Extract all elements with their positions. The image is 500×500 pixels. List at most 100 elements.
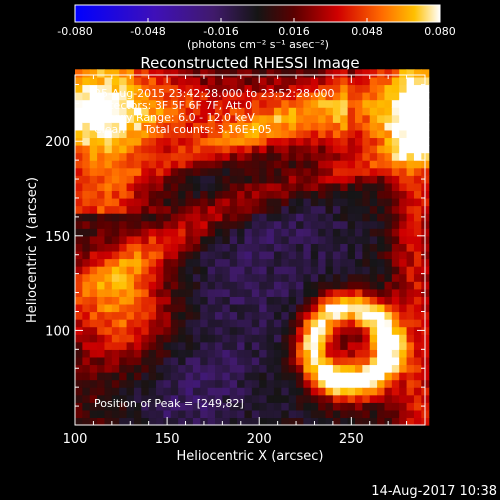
heatmap-cell <box>178 114 187 123</box>
heatmap-cell <box>281 334 290 343</box>
heatmap-cell <box>237 92 246 101</box>
heatmap-cell <box>288 319 297 328</box>
heatmap-cell <box>192 175 201 184</box>
heatmap-cell <box>391 182 400 192</box>
heatmap-cell <box>133 356 142 366</box>
heatmap-cell <box>156 99 165 108</box>
heatmap-cell <box>273 228 282 237</box>
heatmap-cell <box>347 258 356 267</box>
heatmap-cell <box>362 364 371 373</box>
heatmap-cell <box>237 228 246 237</box>
heatmap-cell <box>126 76 135 86</box>
heatmap-cell <box>97 341 106 350</box>
heatmap-cell <box>273 281 282 290</box>
heatmap-cell <box>273 84 282 93</box>
heatmap-cell <box>347 288 356 297</box>
heatmap-cell <box>332 409 341 419</box>
heatmap-cell <box>156 273 165 282</box>
heatmap-cell <box>266 303 275 313</box>
heatmap-cell <box>332 273 341 282</box>
heatmap-cell <box>281 341 290 350</box>
heatmap-cell <box>207 402 216 411</box>
heatmap-cell <box>244 394 253 403</box>
heatmap-cell <box>377 394 386 403</box>
heatmap-cell <box>133 160 142 169</box>
heatmap-cell <box>332 129 341 139</box>
heatmap-cell <box>413 175 422 184</box>
heatmap-cell <box>148 190 157 199</box>
heatmap-cell <box>222 205 231 214</box>
heatmap-cell <box>288 107 297 116</box>
heatmap-cell <box>391 394 400 403</box>
heatmap-cell <box>377 84 386 93</box>
heatmap-cell <box>355 319 363 328</box>
heatmap-cell <box>288 160 297 169</box>
heatmap-cell <box>413 92 422 101</box>
heatmap-cell <box>347 250 356 260</box>
heatmap-cell <box>156 258 165 267</box>
heatmap-cell <box>399 152 408 161</box>
heatmap-cell <box>406 228 415 237</box>
heatmap-cell <box>296 356 305 366</box>
heatmap-cell <box>148 129 157 139</box>
heatmap-cell <box>318 107 327 116</box>
heatmap-cell <box>266 417 275 426</box>
heatmap-cell <box>237 409 246 419</box>
heatmap-cell <box>170 311 179 320</box>
heatmap-cell <box>399 167 408 176</box>
heatmap-cell <box>413 296 422 305</box>
heatmap-cell <box>207 69 216 78</box>
heatmap-cell <box>222 311 231 320</box>
heatmap-cell <box>413 273 422 282</box>
heatmap-cell <box>133 220 142 229</box>
heatmap-cell <box>332 319 341 328</box>
heatmap-cell <box>75 145 83 154</box>
heatmap-cell <box>347 175 356 184</box>
heatmap-cell <box>369 417 378 426</box>
heatmap-cell <box>222 152 231 161</box>
heatmap-cell <box>215 326 223 335</box>
heatmap-cell <box>215 417 223 426</box>
heatmap-cell <box>192 379 201 388</box>
heatmap-cell <box>207 122 216 131</box>
heatmap-cell <box>377 213 386 222</box>
heatmap-cell <box>266 379 275 388</box>
heatmap-cell <box>347 334 356 343</box>
heatmap-cell <box>148 137 157 146</box>
heatmap-cell <box>200 402 209 411</box>
heatmap-cell <box>296 379 305 388</box>
heatmap-cell <box>325 129 334 139</box>
heatmap-cell <box>156 190 165 199</box>
heatmap-cell <box>229 167 238 176</box>
heatmap-cell <box>119 394 128 403</box>
heatmap-cell <box>163 220 172 229</box>
heatmap-cell <box>362 235 371 244</box>
heatmap-cell <box>288 273 297 282</box>
heatmap-cell <box>133 122 142 131</box>
heatmap-cell <box>266 243 275 252</box>
heatmap-cell <box>178 394 187 403</box>
heatmap-cell <box>369 243 378 252</box>
heatmap-cell <box>369 266 378 275</box>
heatmap-cell <box>296 372 305 381</box>
heatmap-cell <box>126 326 135 335</box>
heatmap-cell <box>207 129 216 139</box>
heatmap-cell <box>75 394 83 403</box>
heatmap-cell <box>97 228 106 237</box>
heatmap-cell <box>332 107 341 116</box>
heatmap-cell <box>296 84 305 93</box>
heatmap-cell <box>399 69 408 78</box>
heatmap-cell <box>126 129 135 139</box>
heatmap-cell <box>141 145 150 154</box>
heatmap-cell <box>237 160 246 169</box>
heatmap-cell <box>97 243 106 252</box>
heatmap-cell <box>399 379 408 388</box>
heatmap-cell <box>229 394 238 403</box>
heatmap-cell <box>377 122 386 131</box>
heatmap-cell <box>215 296 223 305</box>
heatmap-cell <box>266 364 275 373</box>
annotation-time-range: 25-Aug-2015 23:42:28.000 to 23:52:28.000 <box>94 87 335 100</box>
heatmap-cell <box>215 394 223 403</box>
heatmap-cell <box>104 197 113 207</box>
heatmap-cell <box>133 92 142 101</box>
